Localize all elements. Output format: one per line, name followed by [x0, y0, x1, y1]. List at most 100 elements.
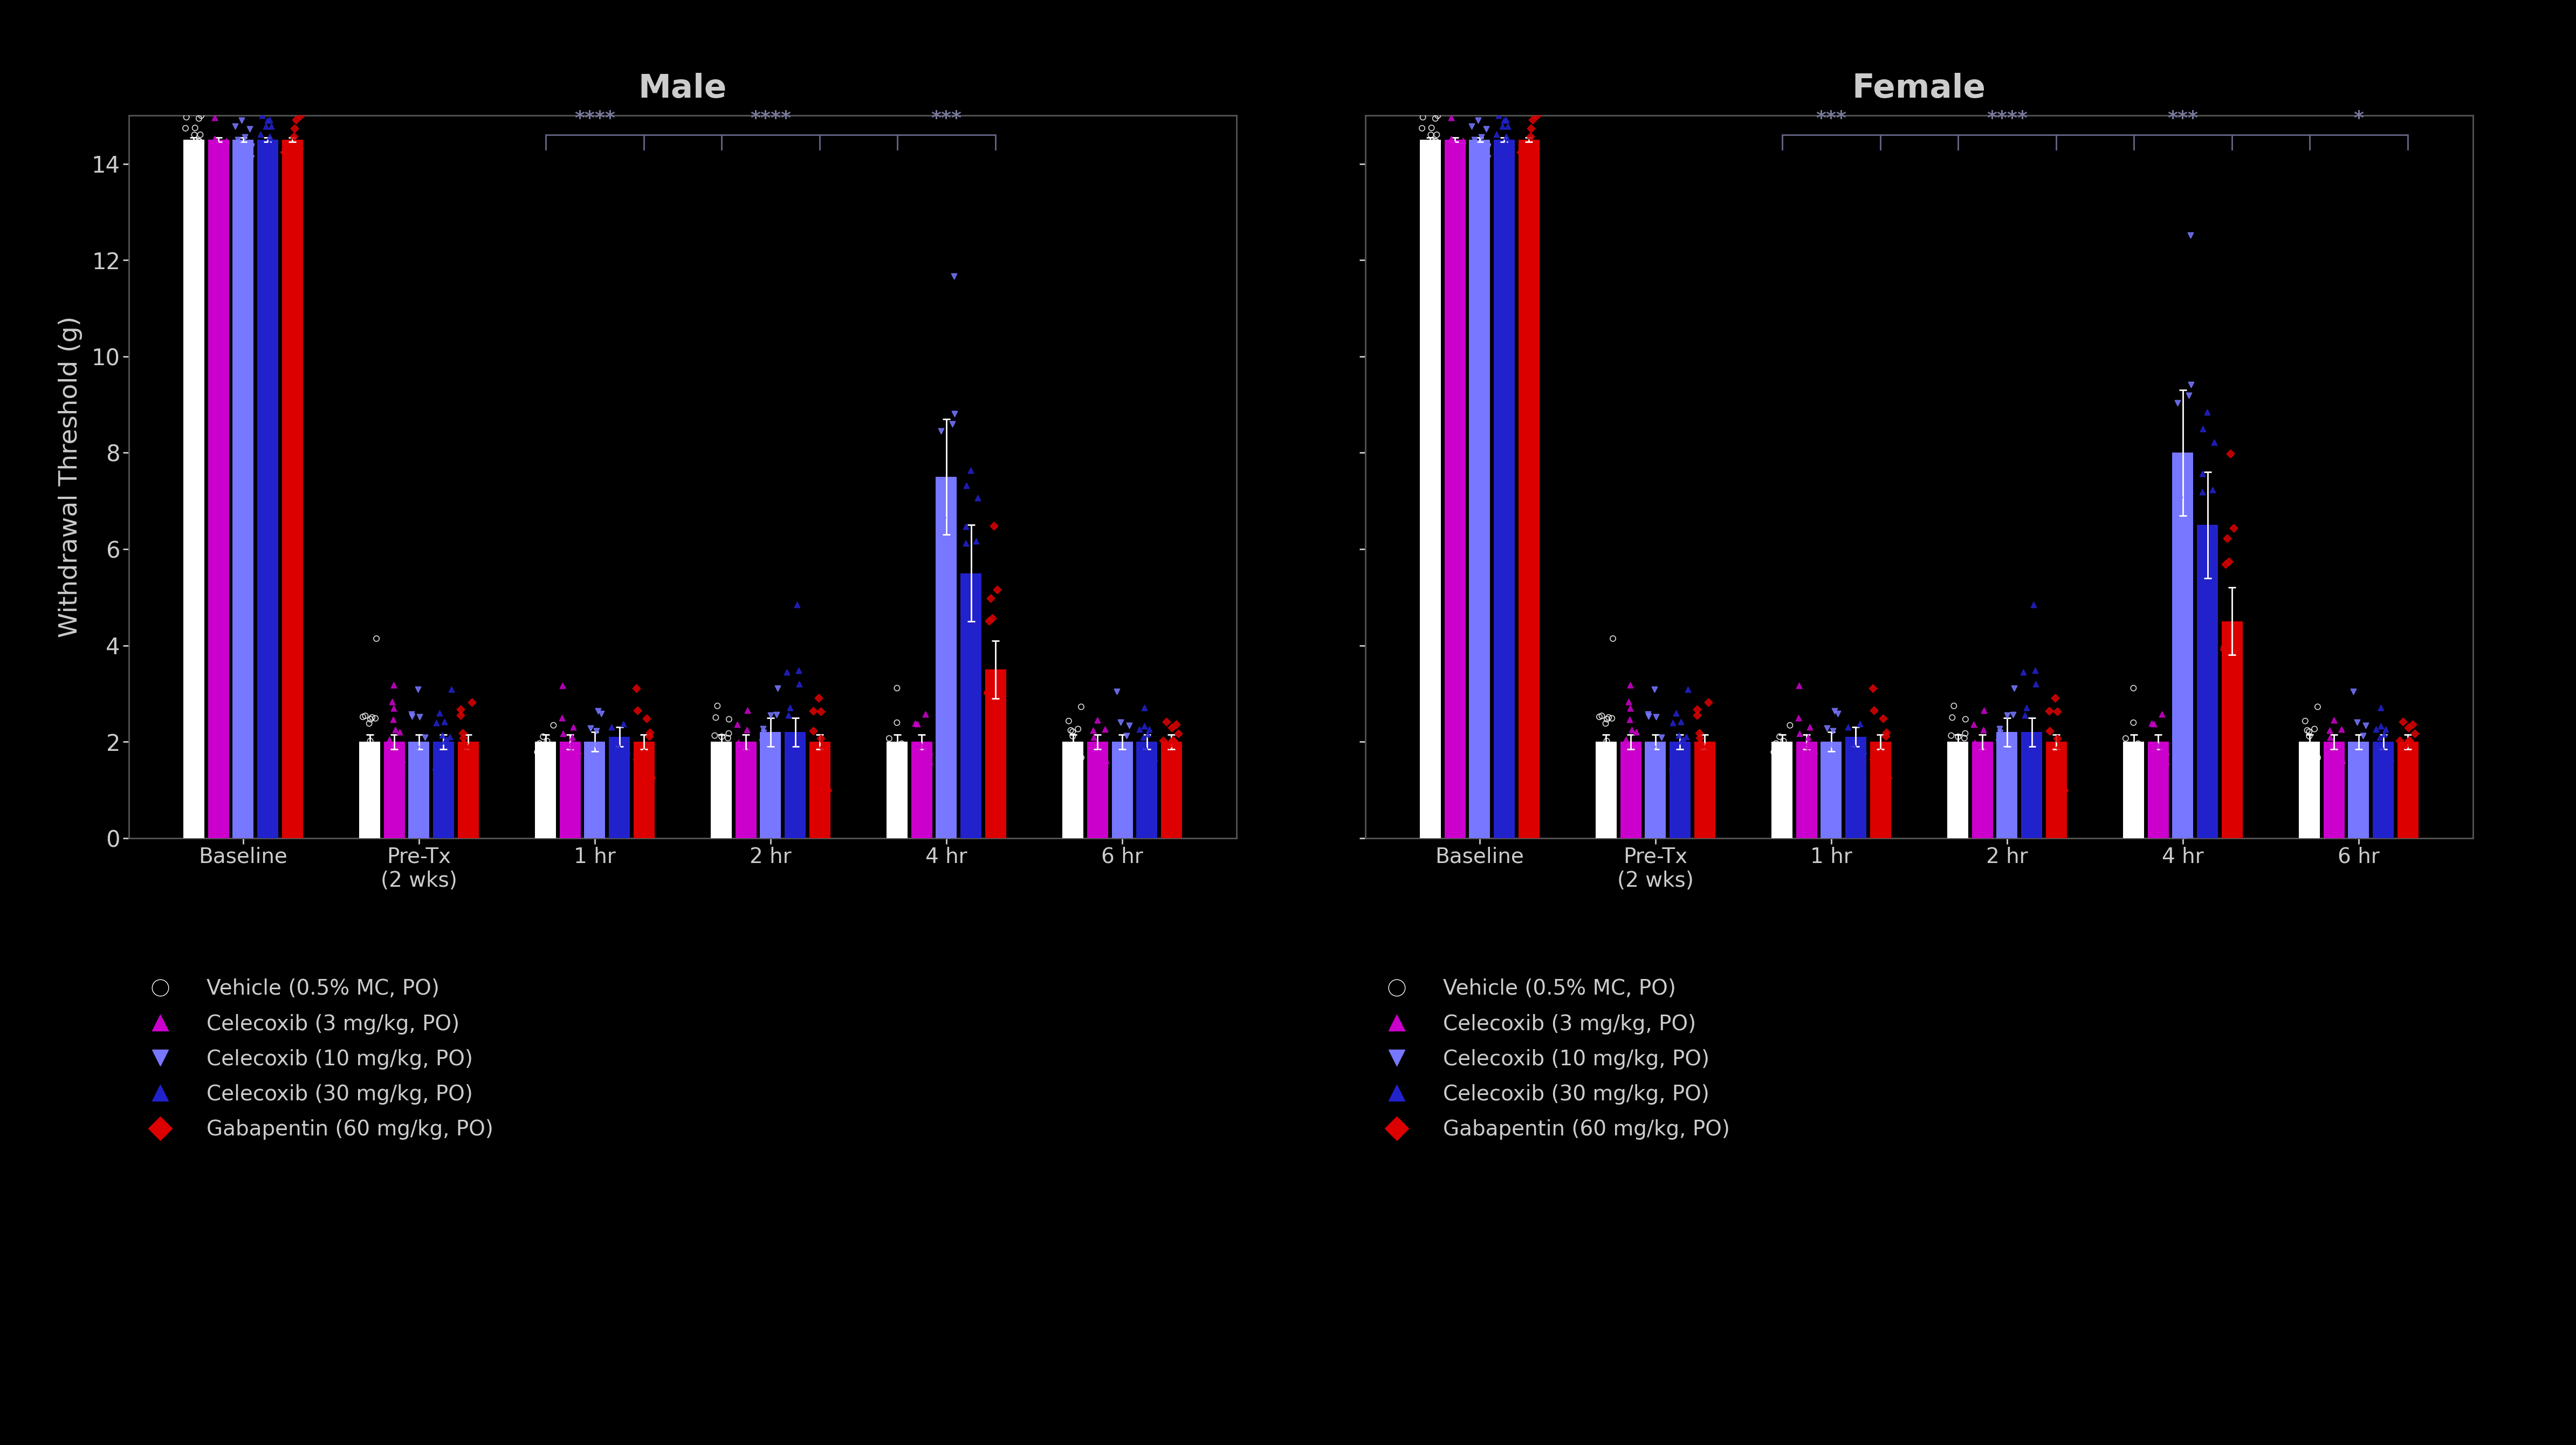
- Point: [350, 730, 392, 753]
- Point: [580, 734, 621, 757]
- Point: [1097, 776, 1139, 799]
- Y-axis label: Withdrawal Threshold (g): Withdrawal Threshold (g): [59, 316, 82, 637]
- Point: [1453, 129, 1494, 152]
- Point: [371, 691, 412, 714]
- Point: [696, 694, 737, 717]
- Point: [1978, 731, 2020, 754]
- Point: [1633, 678, 1674, 701]
- Point: [2215, 669, 2257, 692]
- Point: [876, 760, 917, 783]
- Point: [1628, 702, 1669, 725]
- Point: [1146, 751, 1188, 775]
- Point: [2012, 594, 2053, 617]
- Bar: [2172, 452, 2192, 838]
- Point: [2035, 686, 2076, 709]
- Point: [1610, 708, 1651, 731]
- Point: [2298, 746, 2339, 769]
- Bar: [1772, 741, 1793, 838]
- Point: [2287, 718, 2329, 741]
- Text: ****: ****: [1986, 110, 2027, 127]
- Point: [894, 736, 935, 759]
- Point: [2035, 746, 2076, 769]
- Point: [1994, 676, 2035, 699]
- Point: [392, 705, 433, 728]
- Point: [2038, 727, 2079, 750]
- Point: [2014, 743, 2056, 766]
- Point: [273, 124, 314, 147]
- Point: [425, 730, 466, 753]
- Point: [2210, 673, 2251, 696]
- Point: [1105, 724, 1146, 747]
- Point: [904, 702, 945, 725]
- Point: [1757, 737, 1798, 760]
- Point: [2182, 480, 2223, 503]
- Bar: [1620, 741, 1641, 838]
- Bar: [1844, 737, 1868, 838]
- Point: [574, 762, 616, 785]
- Point: [768, 704, 809, 727]
- Point: [693, 750, 734, 773]
- Bar: [209, 140, 229, 838]
- Point: [374, 673, 415, 696]
- Point: [281, 104, 322, 127]
- Point: [1651, 756, 1692, 779]
- Point: [1777, 675, 1819, 698]
- Point: [2213, 517, 2254, 540]
- Point: [1788, 725, 1829, 749]
- Point: [1481, 114, 1522, 137]
- Point: [598, 764, 639, 788]
- Point: [1940, 751, 1981, 775]
- Point: [590, 715, 631, 738]
- Point: [1788, 734, 1829, 757]
- Point: [773, 746, 814, 769]
- Point: [580, 734, 621, 757]
- Point: [2182, 418, 2223, 441]
- Point: [1510, 117, 1551, 140]
- Point: [2169, 384, 2210, 407]
- Bar: [2123, 741, 2143, 838]
- Point: [1636, 705, 1677, 728]
- Point: [1592, 707, 1633, 730]
- Point: [729, 737, 770, 760]
- Point: [1968, 763, 2009, 786]
- Point: [1056, 718, 1097, 741]
- Point: [904, 740, 945, 763]
- Point: [2172, 373, 2213, 396]
- Bar: [1947, 741, 1968, 838]
- Point: [1677, 698, 1718, 721]
- Point: [193, 105, 234, 129]
- Point: [1937, 725, 1978, 749]
- Point: [1682, 763, 1723, 786]
- Point: [2313, 708, 2354, 731]
- Text: ****: ****: [750, 110, 791, 127]
- Point: [979, 708, 1020, 731]
- Point: [222, 108, 263, 131]
- Point: [1677, 704, 1718, 727]
- Point: [2156, 564, 2197, 587]
- Point: [1842, 740, 1883, 763]
- Point: [420, 750, 461, 773]
- Point: [1862, 707, 1904, 730]
- Point: [976, 578, 1018, 601]
- Point: [2105, 727, 2146, 750]
- Point: [922, 509, 963, 532]
- Point: [1401, 105, 1443, 129]
- Point: [198, 137, 240, 160]
- Bar: [1113, 741, 1133, 838]
- Title: Male: Male: [639, 72, 726, 104]
- Point: [1981, 738, 2022, 762]
- Point: [2370, 747, 2411, 770]
- Point: [1051, 724, 1092, 747]
- Point: [252, 134, 294, 158]
- Point: [871, 754, 912, 777]
- Point: [631, 766, 672, 789]
- Point: [2336, 711, 2378, 734]
- Point: [348, 712, 389, 736]
- Point: [2133, 712, 2174, 736]
- Point: [755, 704, 796, 727]
- Point: [229, 146, 270, 169]
- Point: [1945, 727, 1986, 750]
- Bar: [734, 741, 757, 838]
- Point: [1484, 131, 1525, 155]
- Point: [629, 757, 670, 780]
